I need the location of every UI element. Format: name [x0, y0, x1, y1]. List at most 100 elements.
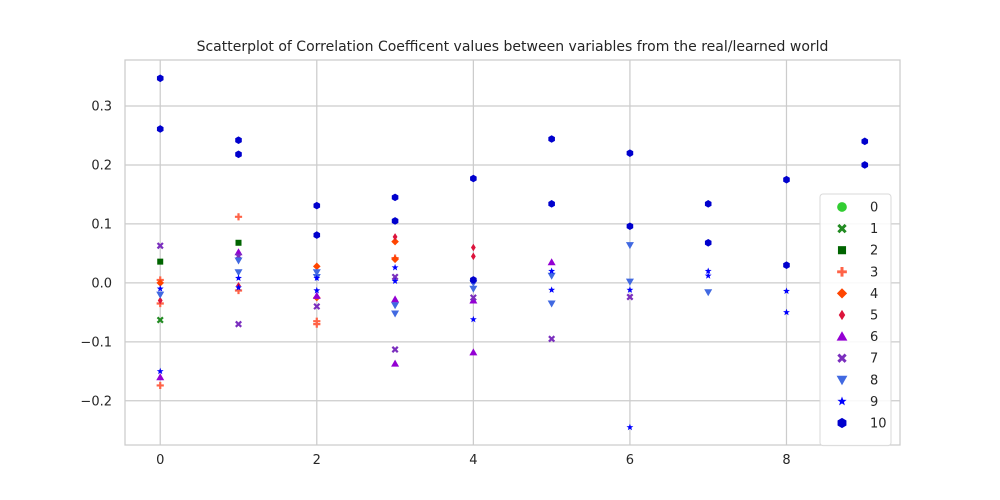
- tick-labels: 0 2 4 6 8 −0.2 −0.1 0.0 0.1 0.2 0.3: [80, 99, 790, 468]
- legend-label: 10: [870, 417, 887, 432]
- x-tick-label: 2: [313, 453, 321, 468]
- series-7: [156, 242, 634, 353]
- data-point: [861, 137, 869, 146]
- legend-marker: [837, 246, 847, 255]
- data-point: [626, 222, 634, 231]
- data-point: [391, 255, 399, 264]
- data-point: [391, 217, 399, 225]
- legend-entry: 7: [837, 352, 878, 367]
- data-point: [548, 335, 556, 343]
- data-point: [469, 296, 478, 304]
- data-point: [235, 136, 242, 144]
- data-point: [156, 74, 164, 83]
- legend-label: 9: [870, 395, 878, 410]
- data-point: [469, 315, 477, 323]
- data-point: [704, 272, 712, 279]
- data-point: [235, 320, 242, 328]
- legend-marker: [837, 417, 847, 429]
- chart-title: Scatterplot of Correlation Coefficent va…: [197, 39, 829, 55]
- data-point: [861, 161, 869, 169]
- legend-entry: 3: [837, 265, 878, 280]
- legend-label: 6: [870, 330, 878, 345]
- x-tick-label: 4: [469, 453, 477, 468]
- data-point: [547, 272, 556, 280]
- y-tick-label: 0.2: [91, 158, 112, 173]
- data-point: [625, 278, 634, 286]
- data-point: [313, 231, 321, 239]
- legend-label: 0: [870, 201, 878, 216]
- data-point: [313, 274, 321, 282]
- data-point: [156, 291, 165, 299]
- legend-marker: [836, 375, 848, 386]
- data-point: [548, 267, 556, 274]
- legend-marker: [837, 202, 847, 212]
- data-point: [157, 296, 163, 305]
- legend-entry: 6: [836, 330, 878, 345]
- series-9: [156, 263, 790, 431]
- legend-marker: [836, 331, 848, 341]
- data-point: [470, 252, 476, 261]
- plot-area-frame: [124, 59, 901, 446]
- legend-entry: 5: [838, 309, 878, 324]
- data-point: [313, 302, 321, 310]
- data-points: [156, 74, 869, 431]
- legend-label: 2: [870, 244, 878, 259]
- data-point: [234, 269, 243, 277]
- series-6: [156, 248, 556, 381]
- data-point: [548, 135, 555, 143]
- data-point: [469, 294, 477, 302]
- data-point: [156, 373, 165, 381]
- data-point: [704, 267, 712, 274]
- legend-marker: [837, 396, 847, 406]
- legend-label: 8: [870, 373, 878, 388]
- x-tick-label: 6: [626, 453, 634, 468]
- legend-entry: 0: [837, 201, 878, 216]
- legend-entry: 10: [837, 417, 887, 432]
- data-point: [156, 242, 164, 250]
- data-point: [548, 200, 555, 208]
- legend-marker: [837, 223, 847, 234]
- legend-entry: 8: [836, 373, 878, 388]
- data-point: [156, 367, 164, 375]
- data-point: [783, 175, 790, 184]
- data-point: [704, 289, 713, 297]
- legend-label: 3: [870, 265, 878, 280]
- data-point: [547, 258, 556, 266]
- data-point: [235, 150, 242, 159]
- legend-marker: [836, 288, 848, 299]
- data-point: [156, 381, 164, 390]
- data-point: [783, 261, 790, 269]
- data-point: [313, 286, 321, 294]
- legend-frame: [819, 193, 892, 447]
- data-point: [312, 291, 321, 299]
- data-point: [470, 276, 477, 284]
- data-point: [626, 286, 634, 293]
- data-point: [234, 213, 243, 221]
- y-tick-label: 0.1: [91, 217, 112, 232]
- series-2: [157, 239, 242, 265]
- data-point: [235, 239, 242, 246]
- data-point: [626, 293, 634, 301]
- legend: 0 1 2 3 4 5 6 7 8 9 10: [819, 193, 892, 447]
- x-tick-label: 0: [156, 453, 164, 468]
- data-point: [469, 285, 478, 293]
- legend-marker: [838, 309, 846, 321]
- legend-label: 5: [870, 309, 878, 324]
- y-tick-label: −0.1: [80, 335, 112, 350]
- y-tick-label: 0.3: [91, 99, 112, 114]
- data-point: [156, 125, 164, 133]
- data-point: [391, 193, 399, 202]
- legend-entry: 2: [837, 244, 878, 259]
- data-point: [312, 262, 321, 271]
- data-point: [391, 263, 399, 271]
- data-point: [391, 277, 399, 285]
- data-point: [313, 201, 321, 210]
- legend-label: 1: [870, 222, 878, 237]
- data-point: [156, 279, 165, 287]
- x-tick-label: 8: [782, 453, 790, 468]
- data-point: [234, 257, 243, 265]
- data-point: [469, 348, 478, 356]
- legend-label: 7: [870, 352, 878, 367]
